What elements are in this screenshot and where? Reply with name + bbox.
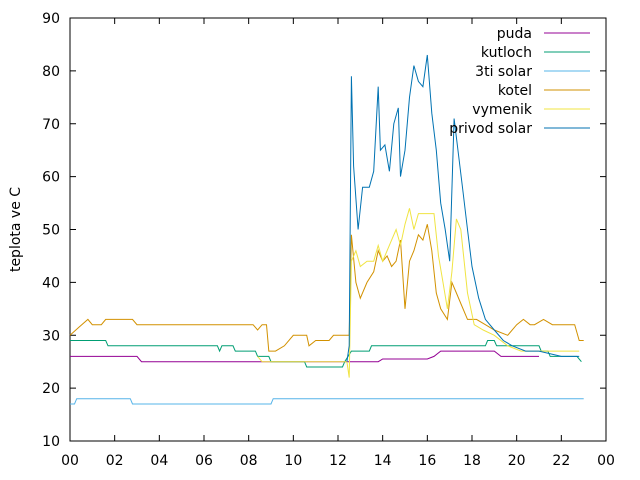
x-tick-label: 16 [418, 453, 436, 469]
x-tick-label: 00 [597, 453, 615, 469]
x-tick-label: 20 [508, 453, 526, 469]
x-tick-label: 18 [463, 453, 481, 469]
legend: puda kutloch 3ti solar kotel vymenik privod s… [449, 26, 590, 137]
y-tick-label: 40 [42, 275, 60, 291]
y-tick-label: 80 [42, 64, 60, 80]
legend-label: kutloch [481, 45, 532, 61]
legend-label: vymenik [472, 102, 533, 118]
series-line-kotel [70, 224, 584, 351]
y-tick-label: 20 [42, 381, 60, 397]
x-tick-label: 06 [195, 453, 213, 469]
x-tick-label: 10 [284, 453, 302, 469]
series-line-privod-solar [347, 55, 579, 362]
y-tick-label: 70 [42, 117, 60, 133]
legend-label: kotel [498, 83, 532, 99]
y-tick-label: 50 [42, 223, 60, 239]
legend-label: puda [497, 26, 532, 42]
x-tick-label: 22 [552, 453, 570, 469]
x-tick-label: 14 [374, 453, 392, 469]
x-tick-label: 04 [150, 453, 168, 469]
x-tick-label: 02 [106, 453, 124, 469]
y-tick-label: 90 [42, 11, 60, 27]
legend-label: 3ti solar [475, 64, 532, 80]
x-tick-label: 12 [329, 453, 347, 469]
y-tick-label: 30 [42, 328, 60, 344]
y-axis-label: teplota ve C [8, 187, 24, 272]
series-line-kutloch [70, 341, 581, 368]
plot-frame [70, 18, 606, 441]
series-line-vymenik [258, 208, 580, 377]
y-tick-label: 10 [42, 434, 60, 450]
plot-area [70, 18, 606, 441]
series-line-puda [70, 351, 539, 362]
series-line-3ti-solar [70, 399, 584, 404]
legend-label: privod solar [449, 121, 532, 137]
x-tick-label: 00 [61, 453, 79, 469]
y-tick-label: 60 [42, 170, 60, 186]
x-tick-label: 08 [240, 453, 258, 469]
